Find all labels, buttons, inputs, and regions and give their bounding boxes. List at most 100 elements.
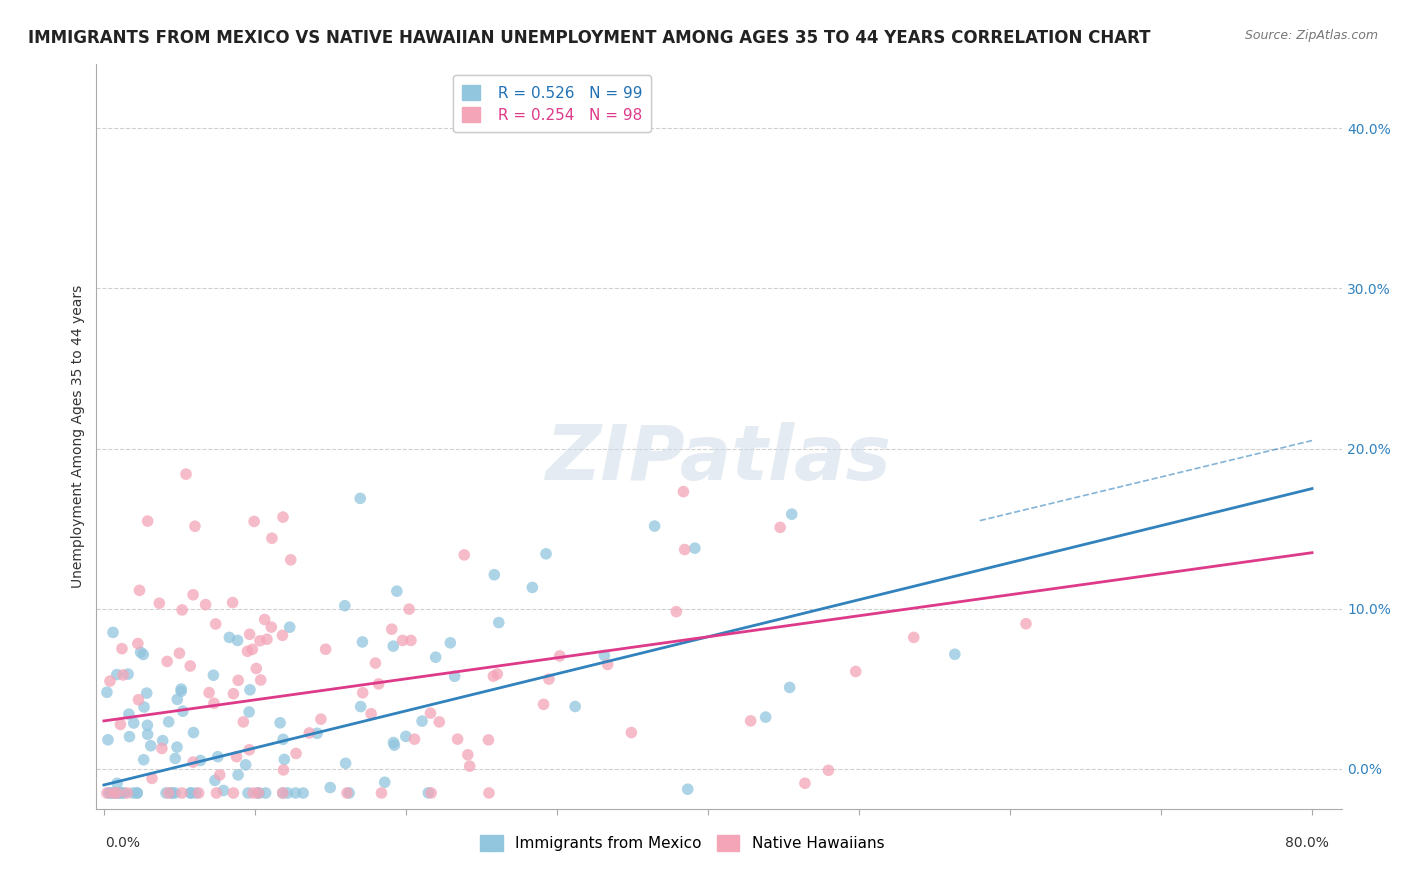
Point xyxy=(404,732,426,747)
Point xyxy=(278,620,301,634)
Point xyxy=(395,730,418,744)
Point xyxy=(127,786,149,800)
Point xyxy=(385,584,408,599)
Point xyxy=(740,714,762,728)
Point xyxy=(307,726,329,740)
Point xyxy=(420,786,443,800)
Point xyxy=(239,682,262,697)
Point xyxy=(96,685,118,699)
Point xyxy=(398,602,420,616)
Point xyxy=(98,674,121,689)
Point xyxy=(319,780,342,795)
Point xyxy=(112,786,135,800)
Point xyxy=(352,635,374,649)
Point xyxy=(170,684,193,698)
Point xyxy=(273,763,295,777)
Point xyxy=(399,633,422,648)
Point xyxy=(477,732,499,747)
Point xyxy=(794,776,817,790)
Point xyxy=(277,786,299,800)
Point xyxy=(127,786,149,800)
Point xyxy=(333,599,356,613)
Point xyxy=(364,656,387,670)
Point xyxy=(242,642,264,657)
Point xyxy=(97,732,120,747)
Point xyxy=(108,786,131,800)
Point xyxy=(780,507,803,521)
Point xyxy=(132,753,155,767)
Point xyxy=(271,510,294,524)
Point xyxy=(100,786,122,800)
Point xyxy=(204,617,226,632)
Point xyxy=(243,515,266,529)
Point xyxy=(132,648,155,662)
Point xyxy=(482,669,505,683)
Point xyxy=(212,783,235,797)
Point xyxy=(222,687,245,701)
Legend:  R = 0.526   N = 99,  R = 0.254   N = 98: R = 0.526 N = 99, R = 0.254 N = 98 xyxy=(453,76,651,132)
Point xyxy=(676,782,699,797)
Point xyxy=(184,786,207,800)
Point xyxy=(285,747,308,761)
Point xyxy=(269,715,291,730)
Point xyxy=(273,752,295,766)
Point xyxy=(779,681,801,695)
Point xyxy=(117,786,139,800)
Point xyxy=(129,645,152,659)
Point xyxy=(232,714,254,729)
Point xyxy=(111,786,134,800)
Point xyxy=(135,686,157,700)
Point xyxy=(96,786,118,800)
Point xyxy=(315,642,337,657)
Point xyxy=(170,786,193,800)
Text: 0.0%: 0.0% xyxy=(105,836,141,850)
Point xyxy=(105,776,128,790)
Point xyxy=(112,668,135,682)
Point xyxy=(845,665,868,679)
Point xyxy=(180,786,202,800)
Point xyxy=(446,732,468,747)
Point xyxy=(943,647,966,661)
Point xyxy=(204,773,226,788)
Point xyxy=(271,786,294,800)
Point xyxy=(238,743,260,757)
Text: 80.0%: 80.0% xyxy=(1285,836,1329,850)
Point xyxy=(184,519,207,533)
Point xyxy=(256,632,278,647)
Point xyxy=(457,747,479,762)
Point xyxy=(202,696,225,710)
Point xyxy=(419,706,441,720)
Point xyxy=(155,786,177,800)
Point xyxy=(260,531,283,545)
Point xyxy=(238,705,260,719)
Point xyxy=(352,686,374,700)
Text: IMMIGRANTS FROM MEXICO VS NATIVE HAWAIIAN UNEMPLOYMENT AMONG AGES 35 TO 44 YEARS: IMMIGRANTS FROM MEXICO VS NATIVE HAWAIIA… xyxy=(28,29,1150,46)
Point xyxy=(260,620,283,634)
Point xyxy=(127,636,149,650)
Point xyxy=(221,596,243,610)
Point xyxy=(769,520,792,534)
Point xyxy=(271,628,294,642)
Point xyxy=(103,786,125,800)
Point xyxy=(427,714,450,729)
Point xyxy=(596,657,619,672)
Point xyxy=(367,677,389,691)
Point xyxy=(165,751,187,765)
Point xyxy=(208,768,231,782)
Point xyxy=(157,714,180,729)
Point xyxy=(152,733,174,747)
Point xyxy=(548,648,571,663)
Point xyxy=(181,588,204,602)
Point xyxy=(236,644,259,658)
Point xyxy=(172,603,194,617)
Point xyxy=(360,706,382,721)
Point xyxy=(236,786,259,800)
Point xyxy=(755,710,778,724)
Point xyxy=(136,514,159,528)
Point xyxy=(382,639,405,653)
Point xyxy=(533,698,555,712)
Point xyxy=(181,755,204,769)
Point xyxy=(105,786,128,800)
Point xyxy=(222,786,245,800)
Point xyxy=(235,757,257,772)
